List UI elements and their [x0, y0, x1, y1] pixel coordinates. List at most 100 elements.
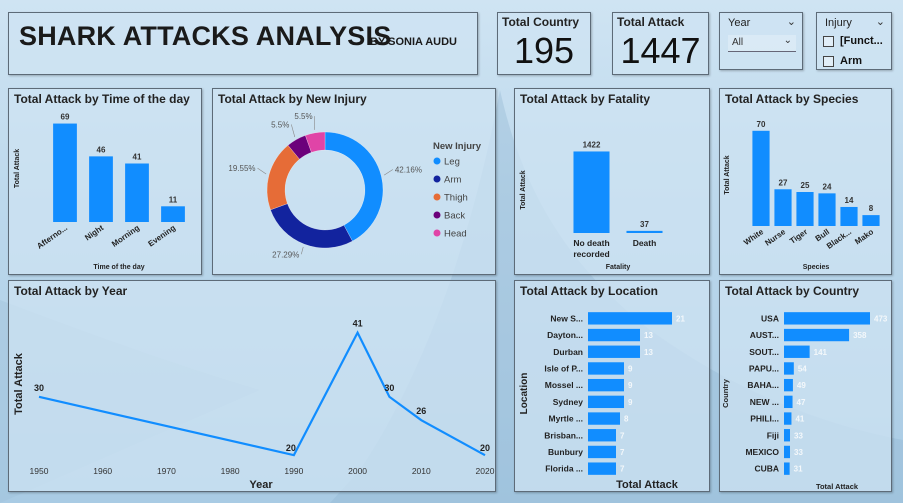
injury-option[interactable]: [Funct... [823, 35, 883, 47]
data-label: 24 [823, 182, 832, 191]
line-series [38, 330, 486, 457]
data-label: 21 [676, 314, 685, 323]
x-axis-label: Total Attack [816, 482, 859, 491]
data-label: 9 [628, 398, 633, 407]
data-label: 37 [640, 220, 649, 229]
y-axis-label: Location [519, 373, 530, 415]
x-axis-label: Fatality [606, 264, 631, 271]
legend-label: Back [444, 211, 465, 222]
chart-bar [161, 206, 185, 222]
chart-bar [53, 123, 77, 222]
data-label: 13 [644, 331, 653, 340]
data-label: 54 [798, 364, 807, 373]
legend-marker [433, 193, 441, 201]
data-label: 70 [757, 120, 766, 129]
year-selected-value: All [732, 37, 744, 48]
total-attack-card: Total Attack 1447 [612, 12, 709, 75]
tick-label: Evening [146, 223, 177, 248]
data-label: 33 [794, 431, 803, 440]
chart-title: Total Attack by Time of the day [14, 92, 190, 106]
legend-marker [433, 229, 441, 237]
species-panel: Total Attack by Species 70 White 27 Nurse 25… [719, 88, 892, 275]
data-label: 473 [874, 314, 888, 323]
data-label: 49 [797, 381, 806, 390]
injury-slicer[interactable]: Injury ⌄ [Funct... Arm [816, 12, 892, 70]
tick-label: MEXICO [745, 447, 779, 457]
species-chart: 70White27Nurse25Tiger24Bull14Black...8Ma… [724, 120, 880, 271]
chart-bar [784, 378, 793, 392]
tick-label: recorded [573, 249, 609, 259]
option-label: Arm [840, 55, 863, 67]
chart-bar [588, 345, 640, 358]
injury-option[interactable]: Arm [823, 55, 862, 67]
chart-bar [784, 395, 793, 409]
slicer-label: Year [728, 17, 751, 29]
tick-label: Florida ... [545, 464, 583, 474]
chart-bar [784, 462, 790, 475]
checkbox[interactable] [823, 55, 834, 67]
page-byline: BY SONIA AUDU [370, 36, 457, 48]
chart-bar [862, 215, 880, 226]
chevron-down-icon[interactable]: ⌄ [786, 16, 796, 28]
tick-label: New S... [550, 313, 583, 323]
checkbox[interactable] [823, 35, 834, 47]
donut-slice [270, 203, 353, 249]
tick-label: 1960 [93, 466, 112, 476]
legend-label: Arm [444, 175, 462, 186]
chevron-down-icon[interactable]: ⌄ [875, 16, 885, 28]
tick-label: 1980 [221, 466, 240, 476]
data-label: 9 [628, 364, 633, 373]
data-label: 41 [795, 415, 804, 424]
tick-label: Mako [853, 227, 875, 246]
location-chart: New S... 21 Dayton... 13 Durban 13 Isle of P..… [519, 312, 685, 491]
card-label: Total Country [502, 15, 580, 29]
data-label: 141 [814, 348, 828, 357]
chart-bar [784, 445, 790, 459]
tick-label: No death [573, 238, 609, 248]
data-label: 41 [353, 319, 363, 329]
card-value: 1447 [620, 30, 701, 71]
chart-bar [588, 462, 616, 475]
tick-label: 1950 [30, 466, 49, 476]
chart-title: Total Attack by New Injury [218, 92, 367, 106]
tick-label: Bunbury [548, 447, 583, 457]
year-slicer[interactable]: Year ⌄ All ⌄ [719, 12, 803, 70]
tick-label: Fiji [767, 430, 779, 440]
tick-label: 1970 [157, 466, 176, 476]
x-axis-label: Species [803, 264, 830, 271]
tick-label: Mossel ... [545, 380, 583, 390]
chevron-down-icon: ⌄ [783, 35, 792, 46]
data-label: 8 [624, 415, 629, 424]
donut-slice [324, 131, 384, 242]
data-label: 7 [620, 448, 625, 457]
legend-marker [433, 211, 441, 219]
chart-bar [784, 345, 810, 358]
x-axis-label: Total Attack [616, 479, 679, 491]
chart-bar [588, 312, 672, 325]
tick-label: 2020 [476, 466, 495, 476]
tick-label: CUBA [754, 464, 779, 474]
card-value: 195 [513, 30, 575, 71]
chart-bar [752, 130, 770, 226]
data-label: 13 [644, 348, 653, 357]
page-title: SHARK ATTACKS ANALYSIS [19, 21, 392, 51]
chart-title: Total Attack by Species [725, 92, 859, 106]
legend-title: New Injury [433, 141, 482, 152]
tick-label: Nurse [763, 227, 787, 248]
y-axis-label: Total Attack [13, 352, 25, 415]
year-dropdown[interactable]: All ⌄ [728, 35, 796, 52]
title-panel: SHARK ATTACKS ANALYSIS BY SONIA AUDU [8, 12, 478, 75]
tick-label: USA [761, 313, 779, 323]
fatality-panel: Total Attack by Fatality 1422 No death rec… [514, 88, 710, 275]
tick-label: PHILI... [750, 414, 779, 424]
x-axis-label: Time of the day [93, 264, 144, 271]
tick-label: Durban [553, 347, 583, 357]
data-label: 20 [286, 443, 296, 453]
y-axis-label: Country [721, 378, 730, 408]
data-label: 42.16% [395, 165, 422, 174]
data-label: 358 [853, 331, 867, 340]
chart-bar [588, 362, 624, 375]
data-label: 14 [845, 196, 854, 205]
chart-bar [626, 230, 663, 233]
data-label: 20 [480, 443, 490, 453]
